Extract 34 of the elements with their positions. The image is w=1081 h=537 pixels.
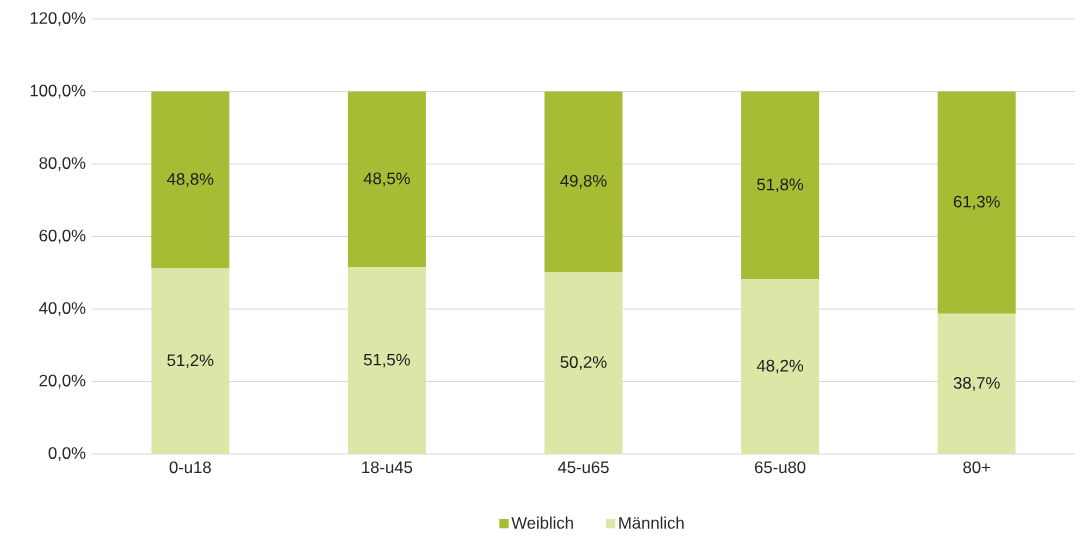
y-tick-label: 60,0% bbox=[39, 229, 86, 244]
data-label: 48,8% bbox=[167, 173, 214, 187]
legend-label: Weiblich bbox=[511, 516, 573, 529]
y-tick-label: 0,0% bbox=[48, 447, 86, 461]
y-tick-label: 80,0% bbox=[39, 157, 86, 171]
x-tick-label: 65-u80 bbox=[754, 461, 806, 474]
data-label: 51,5% bbox=[363, 353, 410, 368]
y-tick-label: 20,0% bbox=[39, 374, 86, 389]
data-label: 48,2% bbox=[756, 359, 804, 374]
y-tick-label: 100,0% bbox=[30, 84, 86, 99]
bar bbox=[151, 268, 230, 454]
bar bbox=[544, 272, 623, 454]
x-tick-label: 80+ bbox=[963, 461, 991, 474]
y-tick-label: 120,0% bbox=[30, 12, 86, 26]
bar bbox=[741, 279, 820, 454]
data-label: 61,3% bbox=[953, 195, 1000, 210]
bar bbox=[347, 91, 426, 268]
x-tick-label: 45-u65 bbox=[557, 461, 609, 474]
data-label: 48,5% bbox=[363, 172, 410, 187]
bar bbox=[937, 91, 1016, 314]
x-tick-label: 18-u45 bbox=[362, 461, 413, 474]
y-tick-label: 40,0% bbox=[39, 302, 86, 316]
data-label: 50,2% bbox=[560, 356, 607, 370]
x-tick-label: 0-u18 bbox=[169, 461, 211, 474]
data-label: 49,8% bbox=[560, 174, 607, 189]
data-label: 51,8% bbox=[757, 178, 804, 193]
data-label: 51,2% bbox=[167, 354, 214, 369]
bar bbox=[741, 91, 820, 280]
bar bbox=[347, 267, 426, 454]
bar bbox=[937, 313, 1016, 454]
data-label: 38,7% bbox=[953, 376, 1000, 391]
bar bbox=[151, 91, 230, 269]
bar bbox=[544, 91, 623, 273]
legend-label: Männlich bbox=[619, 516, 684, 529]
